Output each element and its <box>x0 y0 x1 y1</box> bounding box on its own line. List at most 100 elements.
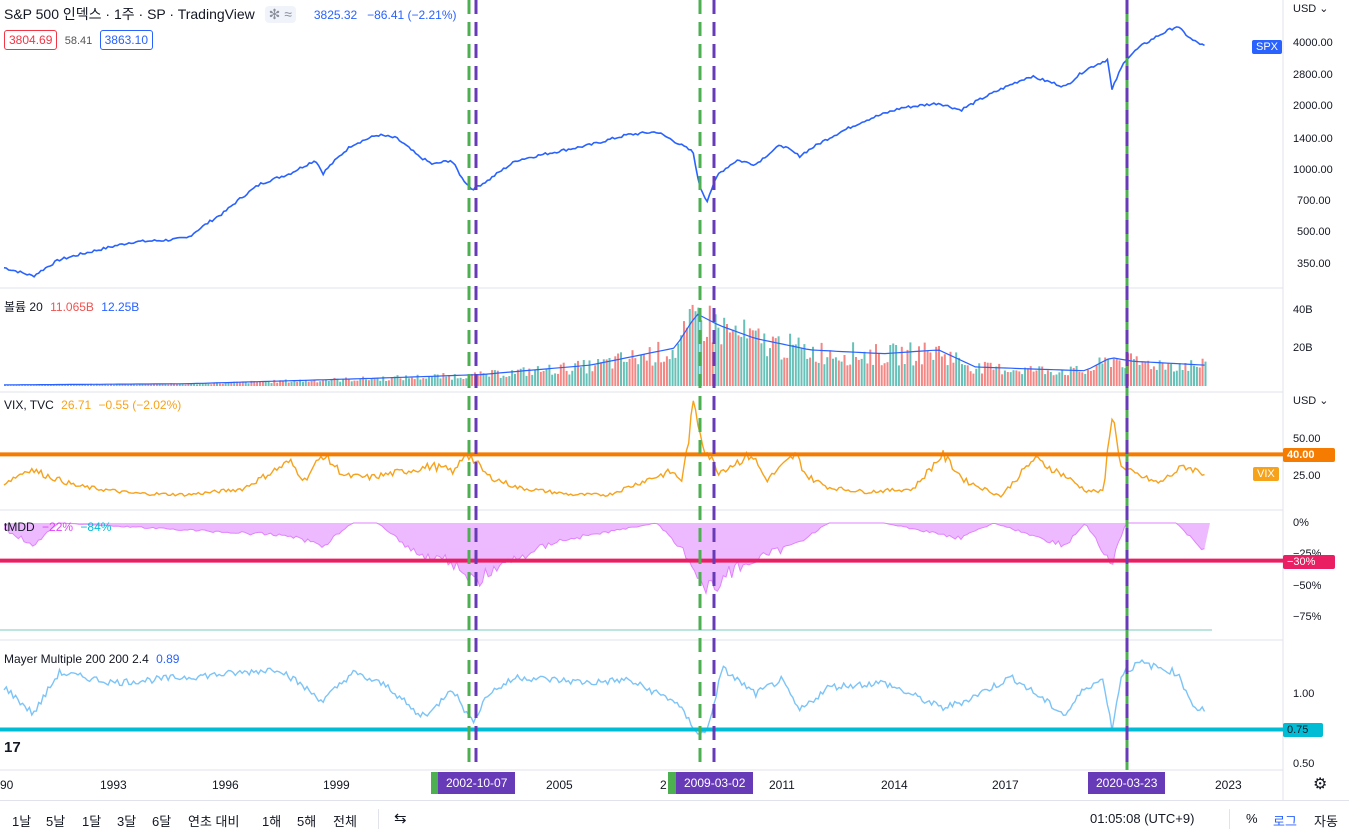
event-vertical-lines <box>467 0 1129 770</box>
volume-bar <box>451 379 453 386</box>
volume-bar <box>648 347 651 386</box>
mayer-legend[interactable]: Mayer Multiple 200 200 2.4 0.89 <box>4 652 179 666</box>
volume-bar <box>829 350 832 386</box>
settings-gear-icon[interactable]: ⚙ <box>1313 776 1328 793</box>
volume-bar <box>465 378 468 386</box>
volume-bar <box>1021 374 1024 386</box>
volume-bar <box>236 381 239 386</box>
volume-bar <box>608 358 611 386</box>
volume-bar <box>508 376 511 386</box>
volume-bar <box>90 383 92 386</box>
volume-bar <box>342 378 345 386</box>
volume-bar <box>253 381 256 386</box>
range-button-1m[interactable]: 1달 <box>82 814 102 829</box>
volume-bar <box>390 377 393 386</box>
compare-toggle-icon[interactable]: ✻ ≈ <box>264 6 296 23</box>
symbol-legend[interactable]: S&P 500 인덱스 · 1주 · SP · TradingView ✻ ≈ … <box>4 4 463 24</box>
volume-bar <box>780 359 783 386</box>
volume-bar <box>514 373 516 386</box>
mayer-level-tag: 0.75 <box>1283 723 1323 737</box>
volume-bar <box>1181 370 1184 386</box>
vix-currency-menu[interactable]: USD ⌄ <box>1293 395 1329 407</box>
volume-bar <box>29 385 32 386</box>
volume-bar <box>502 375 505 386</box>
volume-bar <box>877 353 880 386</box>
range-button-1d[interactable]: 1날 <box>12 814 32 829</box>
volume-bar <box>1058 372 1061 386</box>
volume-bar <box>640 354 643 386</box>
volume-bar <box>78 384 81 386</box>
tmdd-value-1: −22% <box>42 520 74 534</box>
auto-toggle[interactable]: 자동 <box>1314 814 1338 829</box>
range-button-5d[interactable]: 5날 <box>46 814 66 829</box>
volume-bar <box>642 354 645 386</box>
volume-bar <box>44 384 47 386</box>
volume-bar <box>585 373 588 386</box>
range-button-all[interactable]: 전체 <box>333 814 357 829</box>
volume-bar <box>284 379 287 386</box>
date-tag-2020: 2020-03-23 <box>1088 772 1166 794</box>
volume-bar <box>668 359 671 386</box>
volume-bar <box>147 384 150 386</box>
tmdd-tick: 0% <box>1293 517 1309 529</box>
volume-bar <box>1187 370 1190 386</box>
price-currency-menu[interactable]: USD ⌄ <box>1293 3 1329 15</box>
time-tick: 2014 <box>881 778 908 792</box>
volume-bar <box>952 362 955 386</box>
ask-badge[interactable]: 3863.10 <box>99 30 153 50</box>
volume-bar <box>1075 366 1078 386</box>
tradingview-logo-icon[interactable]: 17 <box>4 739 21 756</box>
volume-bar <box>61 384 64 386</box>
volume-bar <box>350 381 353 386</box>
vix-legend[interactable]: VIX, TVC 26.71 −0.55 (−2.02%) <box>4 398 181 412</box>
volume-bar <box>657 341 660 386</box>
volume-bar <box>989 362 992 386</box>
volume-bar <box>72 384 75 386</box>
tmdd-tick: −75% <box>1293 611 1322 623</box>
go-to-date-icon[interactable]: ⇆ <box>394 810 407 827</box>
volume-bar <box>863 351 866 386</box>
volume-bar <box>691 304 694 386</box>
volume-bar <box>617 353 620 386</box>
last-price: 3825.32 <box>313 8 358 22</box>
mayer-value: 0.89 <box>156 652 180 666</box>
volume-bar <box>1204 361 1207 386</box>
volume-bar <box>728 332 731 386</box>
volume-bar <box>1155 369 1158 386</box>
volume-bar <box>1092 370 1095 386</box>
volume-bar <box>674 357 677 386</box>
volume-bar <box>224 382 227 386</box>
volume-bar <box>433 374 436 386</box>
range-button-ytd[interactable]: 연초 대비 <box>188 814 240 829</box>
volume-bar <box>155 383 158 386</box>
range-button-1y[interactable]: 1해 <box>262 814 282 829</box>
volume-bar <box>875 344 877 386</box>
volume-bar <box>1067 375 1069 386</box>
clock-timezone[interactable]: 01:05:08 (UTC+9) <box>1090 811 1195 826</box>
range-button-6m[interactable]: 6달 <box>152 814 172 829</box>
volume-bar <box>660 362 663 386</box>
bid-badge[interactable]: 3804.69 <box>4 30 58 50</box>
volume-bar <box>55 384 58 386</box>
volume-bar <box>602 359 605 386</box>
volume-bar <box>1150 369 1153 386</box>
volume-bar <box>528 368 531 386</box>
volume-bar <box>141 384 144 386</box>
log-toggle[interactable]: 로그 <box>1273 814 1297 829</box>
symbol-title[interactable]: S&P 500 인덱스 · 1주 · SP · TradingView <box>4 6 255 22</box>
volume-bar <box>897 365 900 386</box>
volume-bar <box>777 336 780 386</box>
volume-bar <box>539 371 542 386</box>
volume-bar <box>428 377 430 386</box>
volume-bar <box>144 383 147 386</box>
spread-value: 58.41 <box>64 35 93 47</box>
tmdd-legend[interactable]: tMDD −22% −84% <box>4 520 111 534</box>
volume-bar <box>287 382 290 386</box>
range-button-5y[interactable]: 5해 <box>297 814 317 829</box>
volume-bar <box>525 375 528 386</box>
volume-bar <box>909 342 912 386</box>
percent-toggle[interactable]: % <box>1246 811 1258 826</box>
volume-legend[interactable]: 볼륨 20 11.065B 12.25B <box>4 298 139 315</box>
range-button-3m[interactable]: 3달 <box>117 814 137 829</box>
chart-canvas[interactable] <box>0 0 1349 800</box>
